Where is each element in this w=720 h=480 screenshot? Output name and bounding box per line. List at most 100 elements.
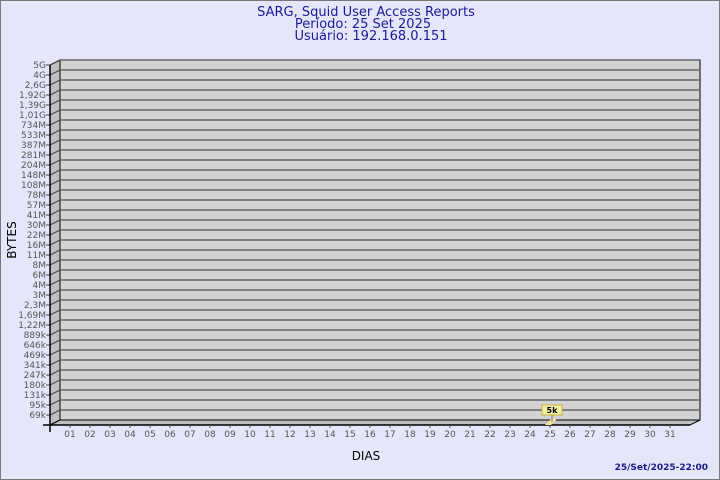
grid-line-side: [49, 239, 61, 246]
x-tick-label: 11: [264, 430, 275, 440]
y-tick-label: 3M: [33, 291, 47, 301]
x-tick-label: 03: [104, 430, 115, 440]
x-tick-label: 23: [504, 430, 515, 440]
x-tick-label: 13: [304, 430, 315, 440]
x-tick-label: 08: [204, 430, 216, 440]
y-tick-label: 2,6G: [25, 81, 46, 91]
x-tick-label: 26: [564, 430, 576, 440]
grid-line-side: [49, 99, 61, 106]
grid-line-side: [49, 109, 61, 116]
timestamp: 25/Set/2025-22:00: [615, 463, 708, 473]
x-tick-label: 01: [64, 430, 75, 440]
y-tick-label: 78M: [27, 191, 46, 201]
y-tick-label: 6M: [33, 271, 47, 281]
y-tick-label: 41M: [27, 211, 46, 221]
y-tick-label: 4M: [33, 281, 47, 291]
y-tick-label: 8M: [33, 261, 47, 271]
grid-line-side: [49, 249, 61, 256]
grid-line-side: [49, 359, 61, 366]
y-tick-label: 204M: [21, 161, 46, 171]
x-tick-label: 10: [244, 430, 256, 440]
grid-line-side: [49, 289, 61, 296]
grid-line-side: [49, 229, 61, 236]
grid-line-side: [49, 189, 61, 196]
x-tick-label: 17: [384, 430, 395, 440]
y-tick-label: 734M: [21, 121, 46, 131]
x-tick-label: 09: [224, 430, 236, 440]
grid-line-side: [49, 159, 61, 166]
y-tick-label: 22M: [27, 231, 46, 241]
y-tick-label: 1,69M: [18, 311, 46, 321]
grid-line-side: [49, 399, 61, 406]
y-tick-label: 2,3M: [24, 301, 46, 311]
y-tick-label: 95k: [29, 401, 46, 411]
chart-subtitle-period: Período: 25 Set 2025: [295, 17, 431, 32]
grid-line-side: [49, 199, 61, 206]
grid-line-side: [49, 59, 61, 66]
y-tick-label: 469k: [24, 351, 47, 361]
y-axis-label: BYTES: [5, 221, 19, 258]
x-tick-label: 30: [644, 430, 656, 440]
grid-line-side: [49, 219, 61, 226]
y-tick-label: 281M: [21, 151, 46, 161]
x-tick-label: 21: [464, 430, 475, 440]
grid-line-side: [49, 179, 61, 186]
y-tick-label: 4G: [33, 71, 46, 81]
y-tick-label: 533M: [21, 131, 46, 141]
grid-line-side: [49, 329, 61, 336]
grid-line-side: [49, 169, 61, 176]
x-tick-label: 28: [604, 430, 616, 440]
x-tick-label: 04: [124, 430, 136, 440]
chart-title: SARG, Squid User Access Reports: [257, 5, 475, 20]
grid-line-side: [49, 349, 61, 356]
x-tick-label: 06: [164, 430, 176, 440]
x-tick-label: 05: [144, 430, 155, 440]
grid-line-side: [49, 369, 61, 376]
y-tick-label: 16M: [27, 241, 46, 251]
grid-line-side: [49, 299, 61, 306]
grid-line-side: [49, 139, 61, 146]
x-tick-label: 07: [184, 430, 195, 440]
grid-line-side: [49, 79, 61, 86]
grid-line-side: [49, 389, 61, 396]
grid-line-side: [49, 279, 61, 286]
y-tick-label: 889k: [24, 331, 47, 341]
y-tick-label: 30M: [27, 221, 46, 231]
grid-line-side: [49, 309, 61, 316]
y-tick-label: 57M: [27, 201, 46, 211]
y-tick-label: 131k: [24, 391, 47, 401]
grid-line-side: [49, 129, 61, 136]
grid-line-side: [49, 69, 61, 76]
grid-line-side: [49, 259, 61, 266]
x-tick-label: 19: [424, 430, 436, 440]
x-tick-label: 14: [324, 430, 336, 440]
x-tick-label: 22: [484, 430, 495, 440]
y-tick-label: 1,22M: [18, 321, 46, 331]
data-label: 5k: [547, 406, 559, 415]
y-tick-label: 180k: [24, 381, 47, 391]
x-tick-label: 24: [524, 430, 536, 440]
y-tick-label: 1,92G: [19, 91, 46, 101]
x-tick-label: 15: [344, 430, 355, 440]
y-tick-label: 11M: [27, 251, 46, 261]
y-tick-label: 5G: [33, 61, 46, 71]
grid-line-side: [49, 119, 61, 126]
x-tick-label: 18: [404, 430, 416, 440]
grid-line-side: [49, 149, 61, 156]
grid-line-side: [49, 269, 61, 276]
x-tick-label: 31: [664, 430, 675, 440]
x-tick-label: 20: [444, 430, 456, 440]
y-tick-label: 646k: [24, 341, 47, 351]
grid-line-side: [49, 339, 61, 346]
grid-line-side: [49, 209, 61, 216]
bar-day-25: [545, 419, 557, 425]
y-tick-label: 108M: [21, 181, 46, 191]
x-tick-label: 02: [84, 430, 95, 440]
grid-line-side: [49, 409, 61, 416]
x-tick-label: 29: [624, 430, 636, 440]
data-label-box: [541, 404, 563, 416]
y-tick-label: 1,01G: [19, 111, 46, 121]
y-tick-label: 247k: [24, 371, 47, 381]
grid-line-side: [49, 319, 61, 326]
